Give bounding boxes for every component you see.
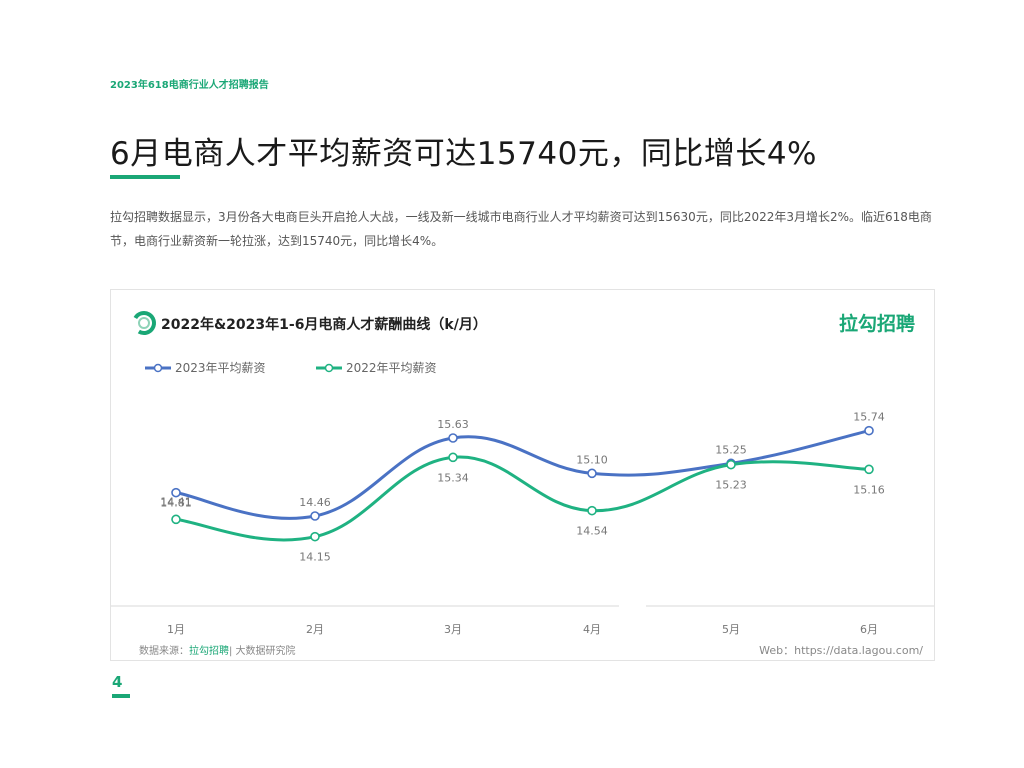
- series-line-2023: [174, 429, 871, 520]
- data-label: 15.25: [715, 443, 747, 456]
- data-label: 14.54: [576, 525, 608, 538]
- chart-card: 2022年&2023年1-6月电商人才薪酬曲线（k/月） 拉勾招聘 2023年平…: [110, 289, 935, 661]
- x-tick-label: 3月: [444, 623, 462, 636]
- report-header: 2023年618电商行业人才招聘报告: [110, 80, 269, 91]
- data-label: 14.15: [299, 551, 331, 564]
- data-label: 15.74: [853, 411, 885, 424]
- chart-title: 2022年&2023年1-6月电商人才薪酬曲线（k/月）: [161, 316, 487, 333]
- legend-label-2023: 2023年平均薪资: [175, 361, 266, 375]
- data-point: [864, 425, 874, 436]
- data-point: [864, 464, 874, 475]
- data-point: [448, 452, 458, 463]
- title-underline: [110, 175, 180, 179]
- series-line-2022: [174, 455, 871, 542]
- data-point: [587, 505, 597, 516]
- data-label: 15.10: [576, 453, 608, 466]
- x-tick-label: 2月: [306, 623, 324, 636]
- data-label: 15.16: [853, 483, 885, 496]
- intro-paragraph: 拉勾招聘数据显示，3月份各大电商巨头开启抢人大战，一线及新一线城市电商行业人才平…: [110, 210, 932, 248]
- x-tick-label: 1月: [167, 623, 185, 636]
- data-point: [171, 487, 181, 498]
- data-label: 14.41: [160, 495, 192, 508]
- chart-web: Web：https://data.lagou.com/: [759, 644, 923, 657]
- salary-line-chart: 2022年&2023年1-6月电商人才薪酬曲线（k/月） 拉勾招聘 2023年平…: [111, 311, 934, 657]
- page-number: 4: [112, 673, 123, 691]
- x-tick-label: 4月: [583, 623, 601, 636]
- data-point: [726, 459, 736, 470]
- brand-ring-icon: [132, 311, 156, 335]
- page-number-bar: [112, 694, 130, 698]
- data-point: [448, 433, 458, 443]
- data-point: [171, 514, 181, 525]
- x-tick-label: 5月: [722, 623, 740, 636]
- data-point: [310, 511, 320, 521]
- data-point: [310, 531, 320, 542]
- x-tick-label: 6月: [860, 623, 878, 636]
- page-title: 6月电商人才平均薪资可达15740元，同比增长4%: [110, 136, 818, 172]
- data-label: 14.81: [160, 497, 192, 510]
- data-label: 15.63: [437, 418, 469, 431]
- data-label: 14.46: [299, 496, 331, 509]
- data-point: [587, 468, 597, 479]
- legend-2022: 2022年平均薪资: [316, 361, 437, 375]
- brand-logo: 拉勾招聘: [839, 312, 915, 335]
- chart-source: 数据来源：拉勾招聘| 大数据研究院: [139, 644, 296, 657]
- legend-label-2022: 2022年平均薪资: [346, 361, 437, 375]
- data-label: 15.23: [715, 479, 747, 492]
- data-label: 15.34: [437, 471, 469, 484]
- legend-2023: 2023年平均薪资: [145, 361, 266, 375]
